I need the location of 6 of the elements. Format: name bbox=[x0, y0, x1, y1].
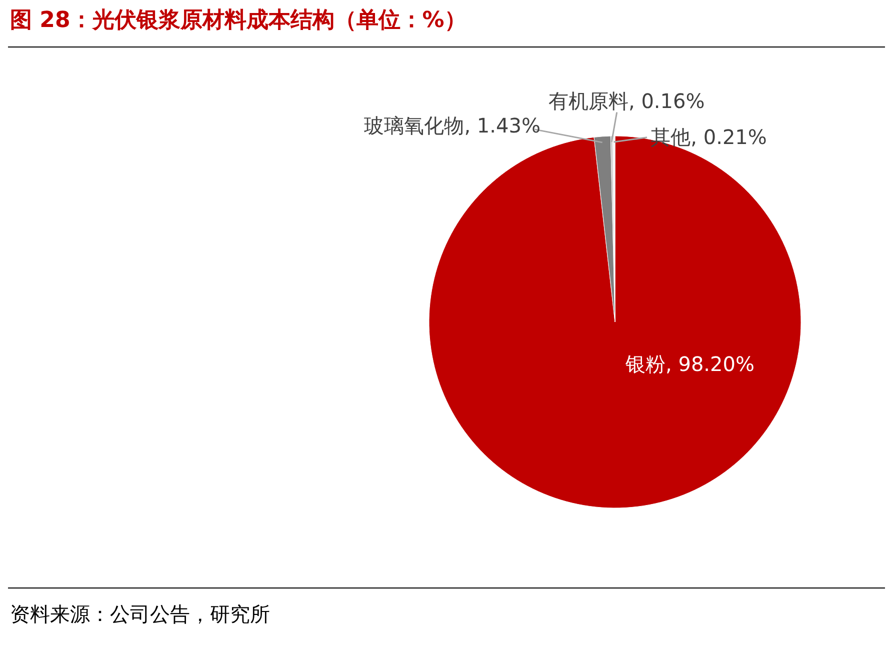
text: 资料来源：公司公告，研究所 bbox=[10, 602, 270, 626]
slice-label: 银粉, 98.20% bbox=[624, 352, 754, 376]
slice-label: 玻璃氧化物, 1.43% bbox=[364, 113, 540, 138]
slice-label: 其他, 0.21% bbox=[650, 125, 767, 150]
slice-label: 有机原料, 0.16% bbox=[548, 89, 705, 114]
chart-title: 图 28：光伏银浆原材料成本结构（单位：%） bbox=[10, 8, 466, 33]
